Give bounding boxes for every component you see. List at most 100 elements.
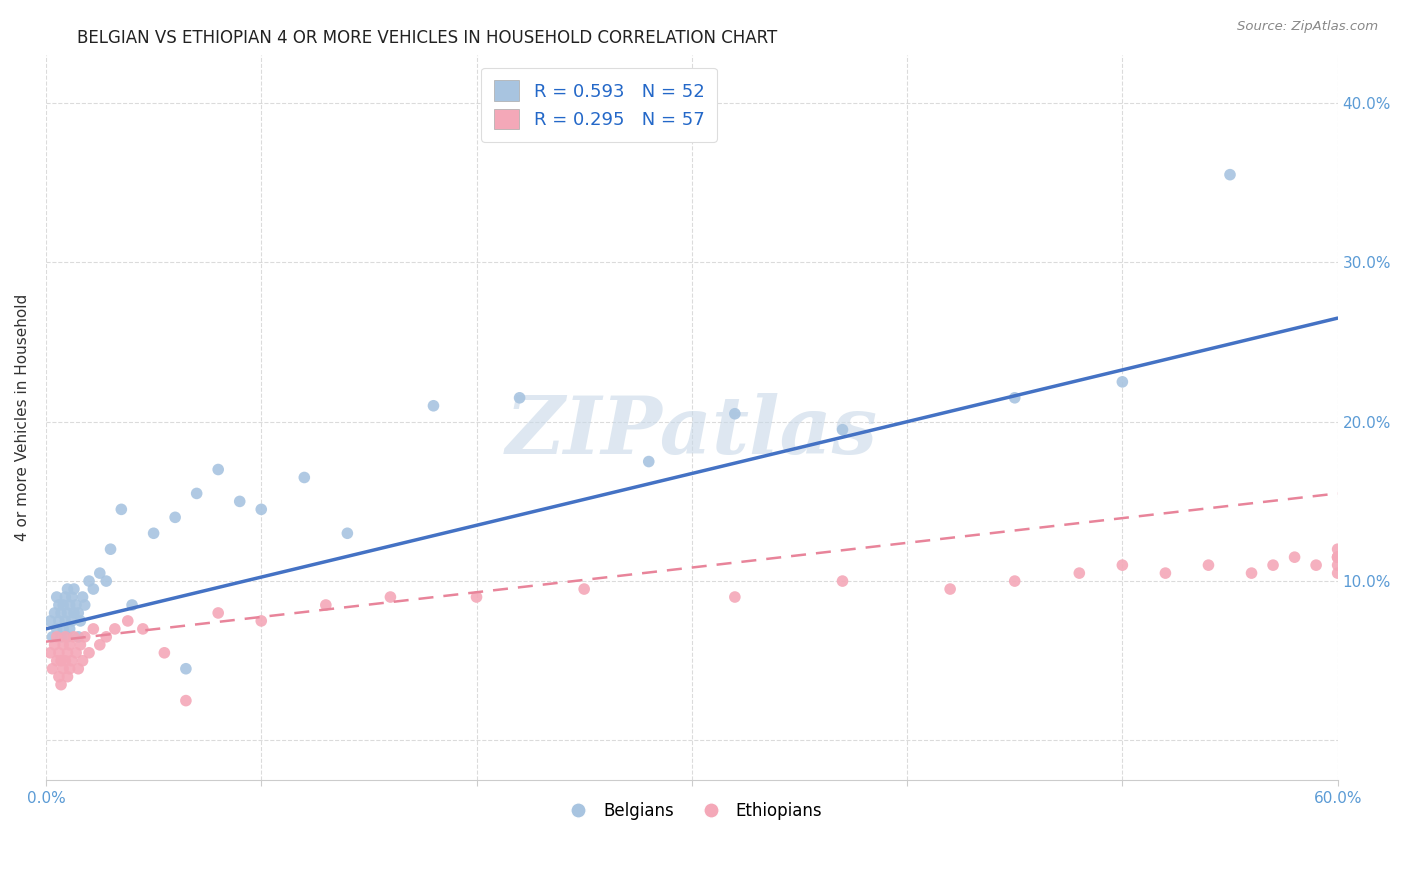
Point — [1284, 550, 1306, 565]
Y-axis label: 4 or more Vehicles in Household: 4 or more Vehicles in Household — [15, 294, 30, 541]
Point — [724, 590, 747, 604]
Point — [250, 614, 273, 628]
Point — [831, 574, 853, 588]
Point — [67, 606, 90, 620]
Point — [637, 454, 659, 468]
Point — [39, 646, 62, 660]
Point — [292, 470, 315, 484]
Point — [250, 502, 273, 516]
Point — [53, 630, 76, 644]
Point — [174, 693, 197, 707]
Point — [59, 638, 82, 652]
Point — [207, 606, 229, 620]
Point — [49, 606, 72, 620]
Point — [56, 606, 79, 620]
Point — [45, 654, 67, 668]
Point — [100, 542, 122, 557]
Text: Source: ZipAtlas.com: Source: ZipAtlas.com — [1237, 20, 1378, 33]
Point — [1326, 550, 1348, 565]
Point — [207, 462, 229, 476]
Point — [52, 662, 75, 676]
Point — [63, 606, 86, 620]
Point — [52, 622, 75, 636]
Point — [77, 646, 100, 660]
Point — [63, 582, 86, 596]
Point — [56, 670, 79, 684]
Point — [315, 598, 337, 612]
Point — [53, 614, 76, 628]
Point — [509, 391, 531, 405]
Point — [89, 566, 111, 581]
Point — [1326, 558, 1348, 573]
Point — [56, 582, 79, 596]
Point — [939, 582, 962, 596]
Point — [48, 670, 70, 684]
Point — [228, 494, 250, 508]
Point — [56, 646, 79, 660]
Point — [63, 630, 86, 644]
Point — [142, 526, 165, 541]
Point — [96, 574, 118, 588]
Point — [186, 486, 208, 500]
Point — [165, 510, 187, 524]
Point — [41, 662, 63, 676]
Point — [1111, 375, 1133, 389]
Point — [465, 590, 488, 604]
Point — [60, 654, 83, 668]
Point — [1004, 391, 1026, 405]
Point — [49, 630, 72, 644]
Point — [104, 622, 127, 636]
Point — [53, 654, 76, 668]
Point — [59, 662, 82, 676]
Point — [41, 630, 63, 644]
Point — [1326, 550, 1348, 565]
Point — [1069, 566, 1091, 581]
Point — [45, 622, 67, 636]
Point — [60, 614, 83, 628]
Point — [59, 622, 82, 636]
Point — [73, 630, 96, 644]
Point — [49, 678, 72, 692]
Point — [77, 574, 100, 588]
Point — [174, 662, 197, 676]
Point — [73, 598, 96, 612]
Point — [48, 614, 70, 628]
Point — [44, 606, 66, 620]
Point — [1326, 566, 1348, 581]
Point — [1261, 558, 1284, 573]
Point — [56, 630, 79, 644]
Point — [69, 638, 91, 652]
Point — [132, 622, 155, 636]
Point — [572, 582, 595, 596]
Text: ZIPatlas: ZIPatlas — [506, 393, 877, 471]
Point — [724, 407, 747, 421]
Legend: Belgians, Ethiopians: Belgians, Ethiopians — [555, 795, 828, 826]
Point — [1240, 566, 1263, 581]
Point — [1305, 558, 1327, 573]
Point — [69, 614, 91, 628]
Point — [48, 598, 70, 612]
Point — [1219, 168, 1241, 182]
Point — [121, 598, 143, 612]
Point — [48, 646, 70, 660]
Point — [336, 526, 359, 541]
Point — [1326, 550, 1348, 565]
Point — [1111, 558, 1133, 573]
Point — [67, 662, 90, 676]
Point — [39, 614, 62, 628]
Point — [82, 582, 104, 596]
Point — [67, 630, 90, 644]
Point — [72, 590, 94, 604]
Text: BELGIAN VS ETHIOPIAN 4 OR MORE VEHICLES IN HOUSEHOLD CORRELATION CHART: BELGIAN VS ETHIOPIAN 4 OR MORE VEHICLES … — [77, 29, 778, 46]
Point — [65, 598, 87, 612]
Point — [52, 598, 75, 612]
Point — [65, 646, 87, 660]
Point — [96, 630, 118, 644]
Point — [60, 590, 83, 604]
Point — [82, 622, 104, 636]
Point — [49, 654, 72, 668]
Point — [117, 614, 139, 628]
Point — [110, 502, 132, 516]
Point — [45, 590, 67, 604]
Point — [831, 423, 853, 437]
